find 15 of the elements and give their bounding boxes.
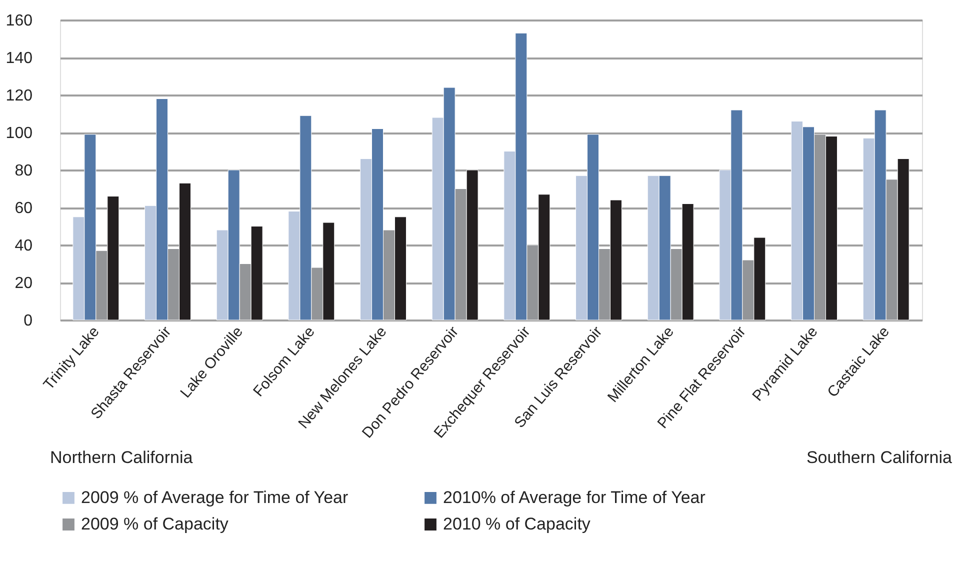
legend-label: 2009 % of Capacity	[81, 514, 229, 534]
y-tick-label: 60	[14, 200, 33, 217]
y-tick-label: 0	[24, 312, 33, 330]
y-tick-label: 120	[6, 88, 33, 104]
legend-label: 2010 % of Capacity	[443, 514, 591, 534]
y-tick-label: 140	[6, 50, 33, 67]
y-tick-label: 100	[6, 125, 33, 142]
legend-label: 2009 % of Average for Time of Year	[81, 488, 348, 507]
text: Northern California	[50, 448, 194, 467]
y-tick-label: 160	[6, 12, 33, 30]
y-tick-label: 80	[14, 162, 33, 180]
y-tick-label: 20	[14, 275, 33, 292]
y-tick-label: 40	[14, 238, 33, 254]
text: Southern California	[806, 448, 953, 467]
legend-label: 2010% of Average for Time of Year	[443, 488, 706, 507]
